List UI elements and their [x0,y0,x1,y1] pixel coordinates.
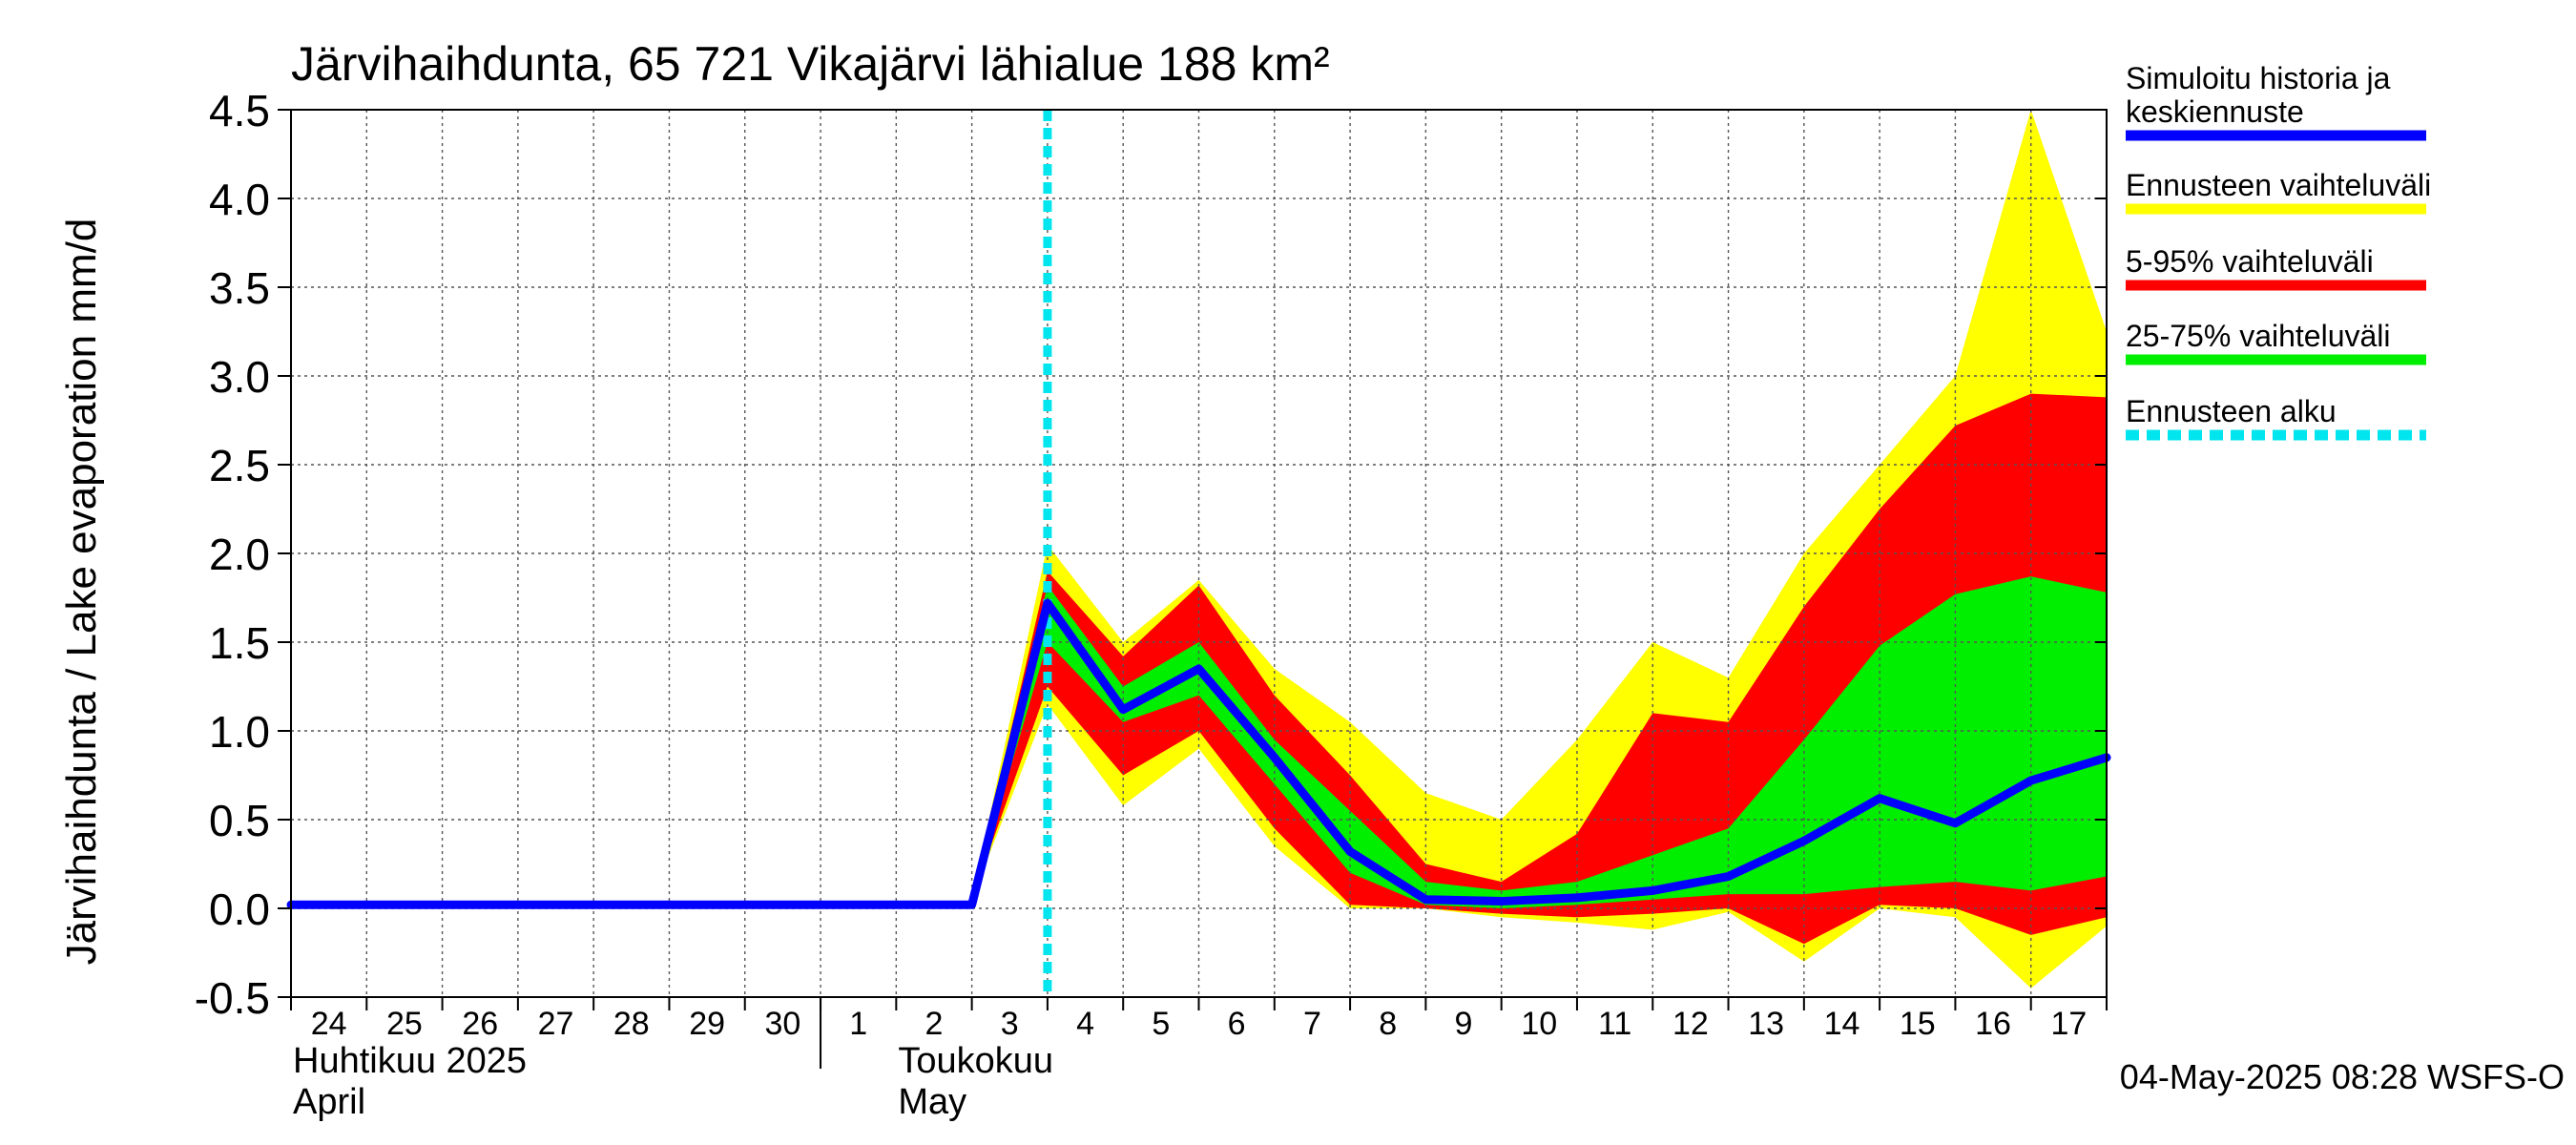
x-tick-label: 25 [386,1006,423,1042]
x-tick-label: 24 [311,1006,347,1042]
x-tick-label: 10 [1521,1006,1557,1042]
x-tick-label: 17 [2050,1006,2087,1042]
x-tick-label: 11 [1598,1006,1631,1042]
y-tick-label: -0.5 [195,973,270,1023]
chart-title: Järvihaihdunta, 65 721 Vikajärvi lähialu… [291,37,1330,91]
x-tick-label: 27 [538,1006,574,1042]
y-tick-label: 0.0 [209,885,270,934]
month-label-english: April [293,1082,365,1122]
y-tick-label: 2.0 [209,530,270,579]
y-tick-label: 4.5 [209,86,270,135]
x-tick-label: 13 [1748,1006,1784,1042]
x-tick-label: 6 [1228,1006,1246,1042]
legend-label: Ennusteen vaihteluväli [2126,168,2431,202]
x-tick-label: 5 [1152,1006,1170,1042]
x-tick-label: 8 [1379,1006,1397,1042]
y-axis-label: Järvihaihdunta / Lake evaporation mm/d [58,219,105,966]
y-tick-label: 3.0 [209,352,270,402]
month-label: Toukokuu [898,1041,1053,1081]
y-tick-label: 3.5 [209,263,270,313]
x-tick-label: 29 [689,1006,725,1042]
y-tick-label: 4.0 [209,175,270,224]
legend-label: 25-75% vaihteluväli [2126,319,2391,353]
x-tick-label: 28 [613,1006,650,1042]
y-tick-label: 0.5 [209,796,270,845]
x-axis: 24 25 26 27 28 29 30 1 2 3 4 5 6 7 8 9 10 11 12 13 14 15 16 17H… [290,997,2108,1122]
x-tick-label: 14 [1824,1006,1860,1042]
y-tick-label: 2.5 [209,441,270,490]
x-tick-label: 26 [462,1006,498,1042]
x-tick-label: 16 [1975,1006,2011,1042]
x-tick-label: 9 [1455,1006,1473,1042]
grid-layer [291,110,2107,997]
y-tick-label: 1.0 [209,707,270,757]
y-tick-label: 1.5 [209,618,270,668]
x-tick-label: 3 [1001,1006,1019,1042]
legend-label: 5-95% vaihteluväli [2126,244,2374,279]
month-label-english: May [898,1082,966,1122]
y-axis: -0.5 0.0 0.5 1.0 1.5 2.0 2.5 3.0 3.5 4.0 4.5 [195,86,2107,1023]
x-tick-label: 2 [925,1006,944,1042]
x-tick-label: 30 [764,1006,800,1042]
x-tick-label: 4 [1076,1006,1094,1042]
month-label: Huhtikuu 2025 [293,1041,527,1081]
x-tick-label: 7 [1303,1006,1321,1042]
legend-label: Simuloitu historia ja [2126,61,2391,95]
x-tick-label: 12 [1672,1006,1709,1042]
legend-label: Ennusteen alku [2126,394,2337,428]
x-tick-label: 15 [1900,1006,1936,1042]
bands-layer [971,110,2107,989]
series-line-mean-forecast [286,598,2111,909]
x-tick-label: 1 [849,1006,867,1042]
legend-label: keskiennuste [2126,94,2304,129]
timestamp-footer: 04-May-2025 08:28 WSFS-O [2120,1057,2565,1096]
series-layer [286,598,2111,909]
